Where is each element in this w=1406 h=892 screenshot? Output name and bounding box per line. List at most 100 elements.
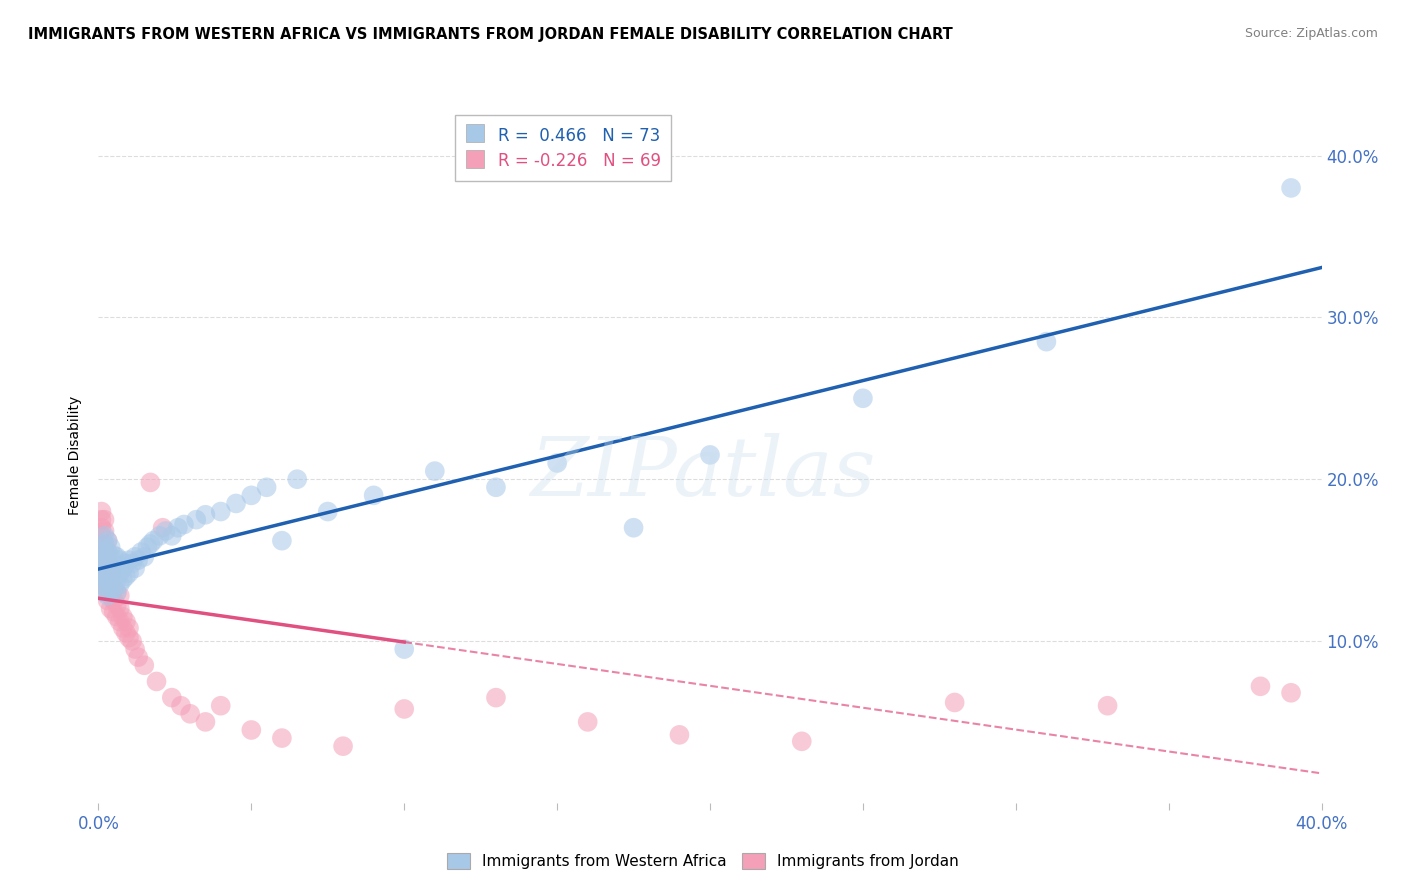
Point: [194, 508, 217, 522]
Point: [108, 589, 131, 603]
Point: [363, 488, 385, 502]
Point: [90, 577, 112, 591]
Point: [97, 577, 120, 591]
Point: [90, 569, 112, 583]
Point: [105, 599, 128, 613]
Point: [240, 488, 263, 502]
Point: [111, 621, 134, 635]
Point: [134, 658, 156, 673]
Point: [1279, 686, 1302, 700]
Point: [173, 517, 195, 532]
Point: [105, 609, 128, 624]
Point: [97, 569, 120, 583]
Point: [668, 728, 690, 742]
Point: [103, 569, 125, 583]
Point: [423, 464, 446, 478]
Point: [97, 533, 120, 548]
Point: [115, 557, 138, 571]
Point: [103, 582, 125, 597]
Point: [105, 585, 128, 599]
Point: [103, 593, 125, 607]
Point: [124, 642, 146, 657]
Point: [118, 621, 141, 635]
Point: [145, 674, 167, 689]
Point: [179, 706, 201, 721]
Point: [118, 553, 141, 567]
Point: [194, 714, 217, 729]
Point: [134, 549, 156, 564]
Point: [105, 585, 128, 599]
Point: [93, 585, 115, 599]
Point: [93, 573, 115, 587]
Point: [97, 533, 120, 548]
Point: [90, 553, 112, 567]
Point: [97, 589, 120, 603]
Point: [852, 392, 875, 406]
Point: [103, 569, 125, 583]
Point: [115, 626, 138, 640]
Point: [97, 557, 120, 571]
Point: [90, 521, 112, 535]
Point: [139, 475, 162, 490]
Point: [90, 569, 112, 583]
Point: [105, 549, 128, 564]
Point: [93, 545, 115, 559]
Point: [186, 513, 208, 527]
Point: [209, 504, 232, 518]
Point: [93, 529, 115, 543]
Point: [100, 585, 122, 599]
Point: [90, 537, 112, 551]
Point: [943, 696, 966, 710]
Point: [392, 702, 416, 716]
Point: [93, 565, 115, 579]
Point: [170, 698, 193, 713]
Point: [100, 601, 122, 615]
Point: [127, 553, 149, 567]
Point: [111, 573, 134, 587]
Point: [100, 566, 122, 580]
Point: [225, 496, 247, 510]
Point: [90, 577, 112, 591]
Point: [97, 569, 120, 583]
Point: [97, 593, 120, 607]
Y-axis label: Female Disability: Female Disability: [69, 395, 83, 515]
Point: [100, 561, 122, 575]
Text: Source: ZipAtlas.com: Source: ZipAtlas.com: [1244, 27, 1378, 40]
Point: [103, 582, 125, 597]
Point: [97, 582, 120, 597]
Point: [118, 566, 141, 580]
Point: [111, 609, 134, 624]
Point: [332, 739, 354, 754]
Legend: R =  0.466   N = 73, R = -0.226   N = 69: R = 0.466 N = 73, R = -0.226 N = 69: [456, 115, 672, 180]
Point: [285, 472, 308, 486]
Point: [124, 561, 146, 575]
Point: [115, 569, 138, 583]
Point: [93, 524, 115, 538]
Point: [546, 456, 568, 470]
Point: [93, 557, 115, 571]
Point: [108, 553, 131, 567]
Point: [240, 723, 263, 737]
Point: [100, 549, 122, 564]
Point: [142, 533, 165, 548]
Point: [485, 690, 508, 705]
Point: [108, 577, 131, 591]
Point: [111, 561, 134, 575]
Point: [209, 698, 232, 713]
Point: [108, 601, 131, 615]
Text: ZIPatlas: ZIPatlas: [530, 433, 876, 513]
Point: [90, 529, 112, 543]
Point: [1097, 698, 1119, 713]
Point: [97, 557, 120, 571]
Text: IMMIGRANTS FROM WESTERN AFRICA VS IMMIGRANTS FROM JORDAN FEMALE DISABILITY CORRE: IMMIGRANTS FROM WESTERN AFRICA VS IMMIGR…: [28, 27, 953, 42]
Point: [160, 529, 183, 543]
Point: [121, 557, 143, 571]
Point: [270, 731, 292, 745]
Point: [105, 573, 128, 587]
Legend: Immigrants from Western Africa, Immigrants from Jordan: Immigrants from Western Africa, Immigran…: [441, 847, 965, 875]
Point: [93, 557, 115, 571]
Point: [90, 513, 112, 527]
Point: [93, 585, 115, 599]
Point: [90, 561, 112, 575]
Point: [115, 615, 138, 629]
